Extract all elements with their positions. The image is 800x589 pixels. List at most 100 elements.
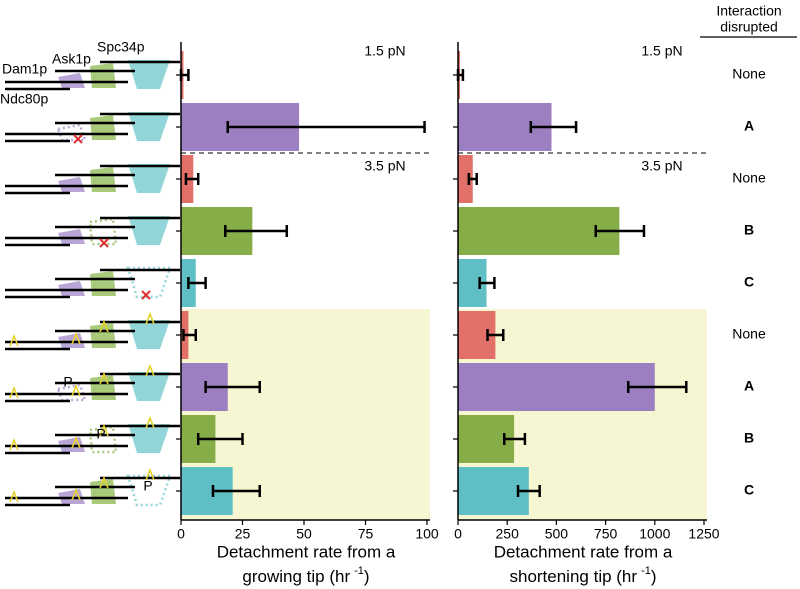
error-bar [467,173,478,185]
protein-shape [58,489,85,504]
phospho-label: P [143,478,152,494]
phospho-site [145,363,155,377]
phospho-site [99,319,109,333]
x-tick-label: 1000 [639,526,670,542]
protein-shape [90,479,116,504]
x-axis-label: Detachment rate from a [494,542,673,561]
phospho-label: P [96,426,105,442]
x-tick-label: 1250 [688,526,719,542]
protein-shape [58,333,85,348]
protein-shape [88,217,118,246]
protein-label: Dam1p [2,61,47,77]
interaction-label: A [744,118,754,134]
protein-shape [58,73,85,88]
error-bar [187,277,207,289]
protein-label: Ndc80p [0,91,48,107]
interaction-label: C [744,274,754,290]
protein-shape [90,375,116,400]
disrupt-mark [99,238,109,248]
error-bar [626,381,688,393]
protein-shape [56,383,87,402]
label-part: shortening tip (hr [509,567,637,586]
interaction-label: B [744,430,754,446]
error-bar [478,277,496,289]
phospho-site [145,415,155,429]
x-tick-label: 250 [496,526,520,542]
protein-shape [128,112,170,141]
protein-shape [90,271,116,296]
label-part: ) [651,567,657,586]
phospho-site [99,371,109,385]
x-axis-label: Detachment rate from a [217,542,396,561]
force-annotation: 1.5 pN [364,43,405,59]
error-bar [179,69,190,81]
error-bar [516,485,541,497]
x-tick-label: 100 [415,526,439,542]
protein-shape [128,164,170,193]
protein-shape [90,63,116,88]
error-bar [224,225,289,237]
disrupt-mark [141,290,151,300]
force-annotation: 3.5 pN [641,158,682,174]
label-part: growing tip (hr [242,567,350,586]
protein-shape [126,266,172,299]
x-tick-label: 500 [545,526,569,542]
protein-shape [90,167,116,192]
phospho-site [99,423,109,437]
error-bar [204,381,261,393]
label-exponent: -1 [641,565,651,577]
protein-shape [90,115,116,140]
error-bar [226,121,426,133]
protein-shape [128,60,170,89]
error-bar [196,433,244,445]
interaction-label: None [732,66,766,82]
header: Interaction [716,3,781,19]
phospho-site [9,437,19,451]
phospho-site [145,311,155,325]
protein-shape [58,437,85,452]
bar [458,155,473,203]
protein-shape [58,177,85,192]
protein-shape [128,424,170,453]
phospho-site [71,383,81,397]
x-tick-label: 0 [177,526,185,542]
bar [458,207,620,255]
x-axis-label: shortening tip (hr -1) [509,565,656,587]
protein-label: Spc34p [97,39,145,55]
phospho-site [71,487,81,501]
force-annotation: 3.5 pN [364,158,405,174]
phospho-site [99,475,109,489]
interaction-label: B [744,222,754,238]
x-tick-label: 0 [454,526,462,542]
error-bar [594,225,646,237]
phospho-site [9,333,19,347]
error-bar [529,121,578,133]
force-annotation: 1.5 pN [641,43,682,59]
protein-shape [128,216,170,245]
x-axis-label: growing tip (hr -1) [242,565,369,587]
error-bar [211,485,261,497]
error-bar [182,329,198,341]
phospho-site [9,385,19,399]
phospho-site [71,435,81,449]
protein-shape [58,281,85,296]
interaction-label: C [744,482,754,498]
phospho-site [145,467,155,481]
interaction-label: None [732,170,766,186]
protein-shape [126,474,172,507]
x-tick-label: 75 [358,526,374,542]
protein-shape [128,320,170,349]
disrupt-mark [73,134,83,144]
label-exponent: -1 [354,565,364,577]
x-tick-label: 750 [594,526,618,542]
phospho-site [71,331,81,345]
label-part: ) [364,567,370,586]
phospho-label: P [63,374,72,390]
protein-shape [58,229,85,244]
error-bar [184,173,200,185]
interaction-label: None [732,326,766,342]
header: disrupted [720,19,778,35]
protein-shape [90,323,116,348]
error-bar [486,329,505,341]
